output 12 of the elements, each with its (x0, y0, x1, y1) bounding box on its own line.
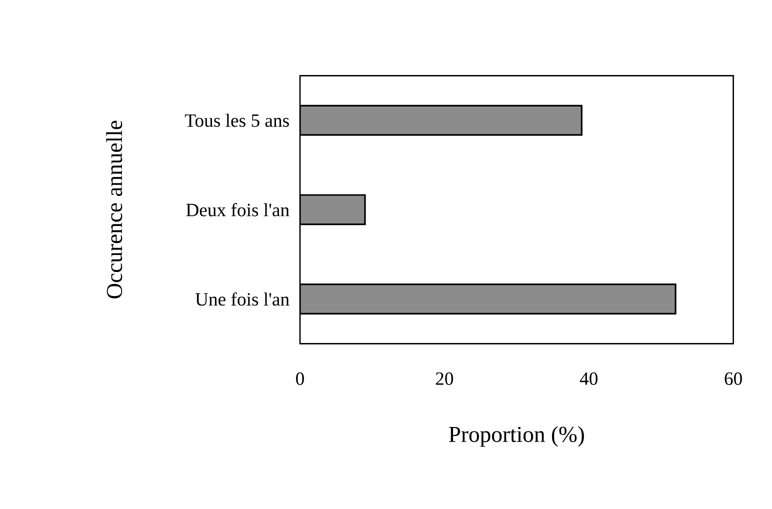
bar (300, 284, 676, 314)
y-axis-title: Occurence annuelle (106, 120, 122, 298)
x-axis-title: Proportion (%) (449, 426, 584, 447)
x-tick-label: 0 (296, 372, 304, 385)
x-tick-label: 60 (724, 372, 742, 385)
y-tick-label: Tous les 5 ans (184, 114, 289, 127)
y-tick-label: Deux fois l'an (186, 202, 290, 216)
bar (300, 104, 582, 136)
bar (300, 194, 366, 226)
x-tick-label: 20 (436, 372, 454, 385)
x-tick-label: 40 (580, 372, 598, 385)
y-tick-label: Une fois l'an (195, 292, 290, 306)
